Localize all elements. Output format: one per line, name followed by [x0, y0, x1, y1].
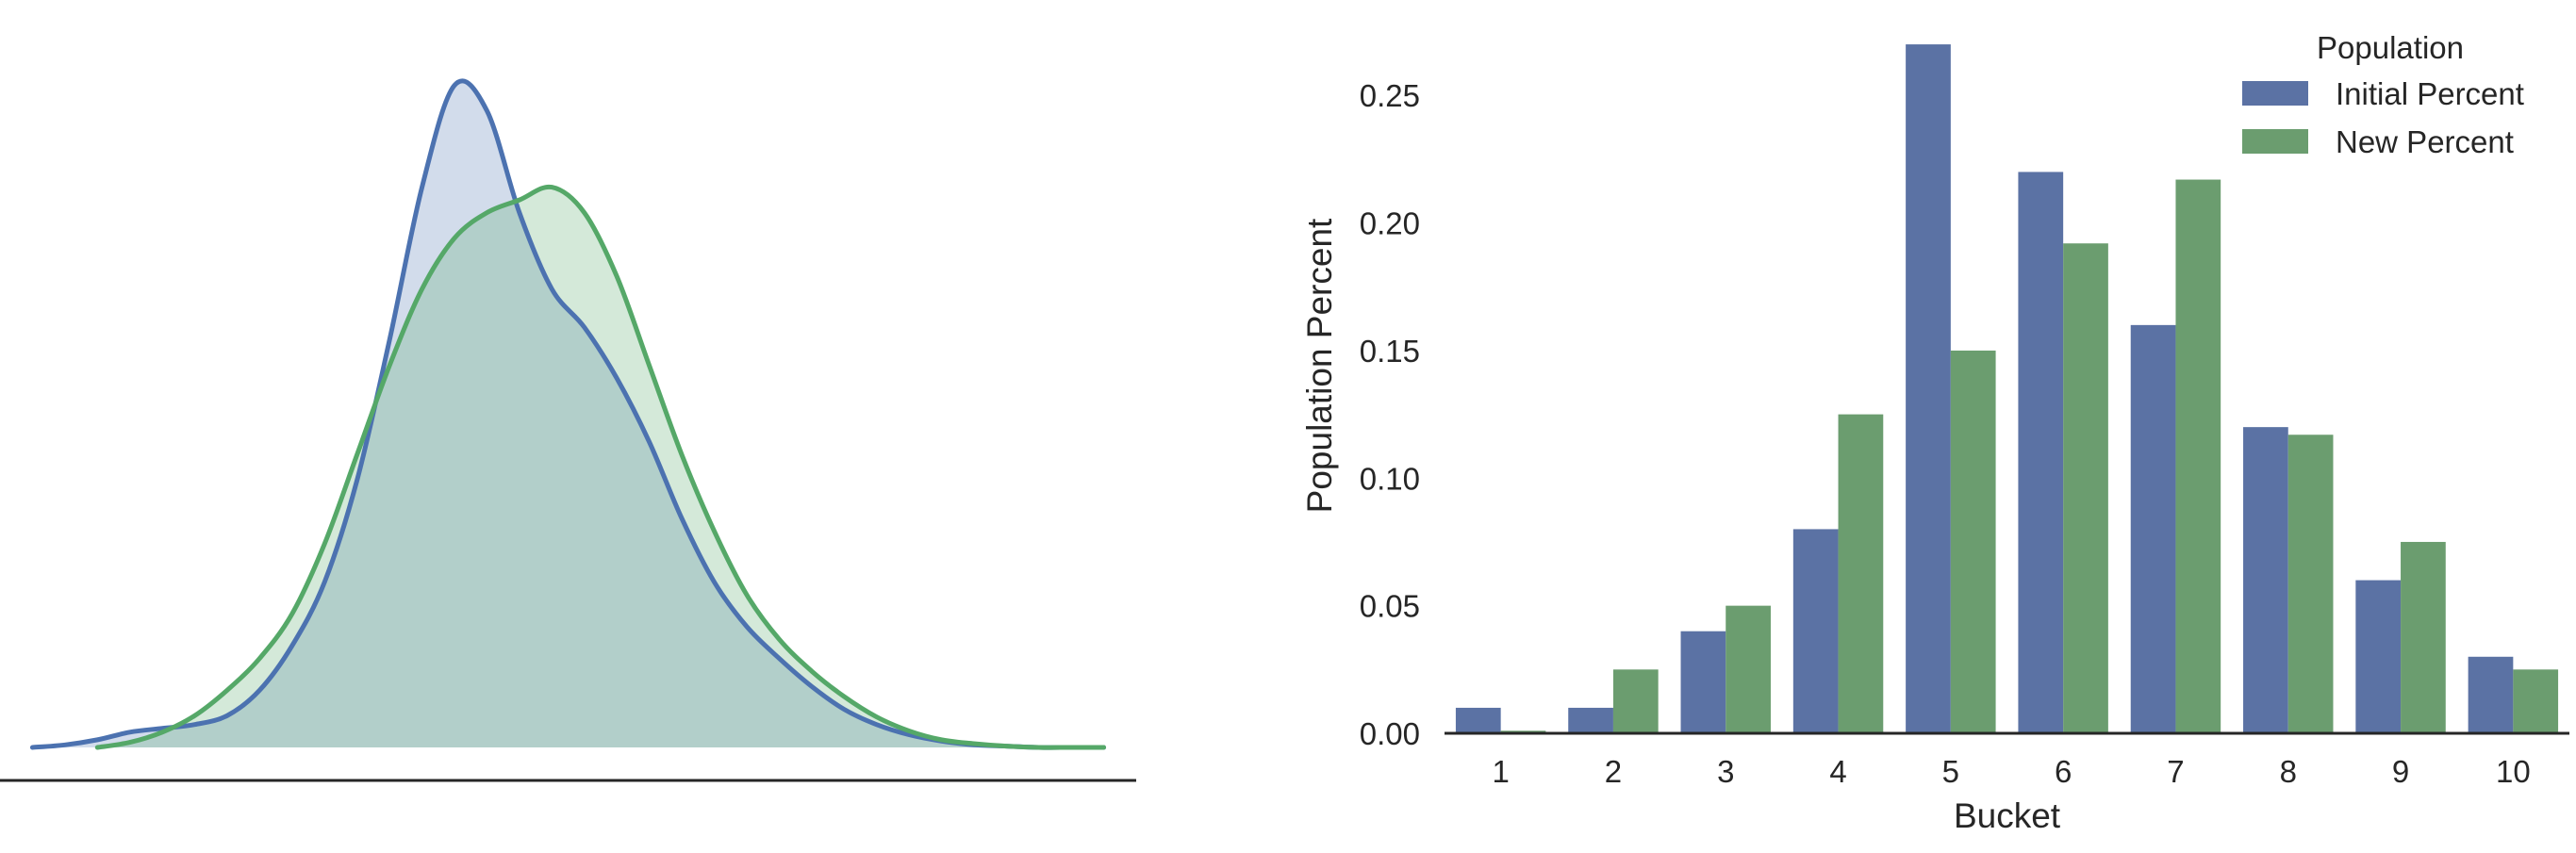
legend-swatch-initial — [2242, 81, 2308, 106]
y-tick-label: 0.10 — [1360, 461, 1420, 496]
y-axis-label: Population Percent — [1300, 218, 1339, 513]
bar-new-6 — [2063, 243, 2108, 734]
bar-initial-3 — [1680, 631, 1726, 733]
bar-initial-6 — [2018, 172, 2064, 733]
x-tick-label-6: 6 — [2055, 754, 2072, 789]
x-tick-label-9: 9 — [2392, 754, 2409, 789]
y-tick-label: 0.20 — [1360, 206, 1420, 241]
x-tick-label-2: 2 — [1605, 754, 1622, 789]
bar-new-9 — [2401, 541, 2446, 733]
y-tick-labels: 0.00 0.05 0.10 0.15 0.20 0.25 — [1360, 78, 1420, 751]
x-tick-label-3: 3 — [1717, 754, 1734, 789]
bar-new-4 — [1838, 414, 1884, 733]
bar-new-7 — [2175, 179, 2221, 734]
bar-initial-7 — [2130, 324, 2176, 733]
bar-new-5 — [1950, 350, 1996, 733]
legend: Population Initial Percent New Percent — [2242, 30, 2524, 159]
x-tick-label-7: 7 — [2167, 754, 2184, 789]
bar-new-3 — [1726, 605, 1771, 733]
y-tick-label: 0.05 — [1360, 589, 1420, 624]
kde-new-line — [94, 184, 1107, 750]
legend-label-new: New Percent — [2336, 124, 2514, 159]
bar-new-10 — [2513, 669, 2559, 733]
x-tick-labels: 1 2 3 4 5 6 7 8 9 10 — [1492, 754, 2530, 789]
y-tick-label: 0.25 — [1360, 78, 1420, 113]
legend-title: Population — [2317, 30, 2464, 65]
bar-chart: 0.00 0.05 0.10 0.15 0.20 0.25 1 2 3 4 5 6 7 8 9 10 Buc… — [1300, 30, 2569, 835]
bar-new-8 — [2287, 435, 2334, 733]
x-axis-label: Bucket — [1954, 796, 2061, 835]
bar-initial-1 — [1455, 707, 1501, 733]
bar-group — [1455, 44, 2559, 734]
x-tick-label-4: 4 — [1829, 754, 1846, 789]
bar-initial-5 — [1906, 44, 1951, 733]
bar-initial-9 — [2355, 580, 2402, 733]
y-tick-label: 0.00 — [1360, 716, 1420, 751]
bar-initial-8 — [2243, 427, 2288, 733]
legend-label-initial: Initial Percent — [2336, 76, 2524, 111]
legend-swatch-new — [2242, 129, 2308, 154]
kde-initial-line — [29, 78, 1107, 750]
bar-initial-4 — [1792, 529, 1839, 733]
bar-initial-10 — [2468, 656, 2514, 733]
density-plot — [0, 78, 1136, 782]
kde-initial-fill — [32, 80, 1104, 748]
bar-initial-2 — [1568, 707, 1613, 733]
kde-new-fill — [97, 187, 1104, 748]
x-tick-label-1: 1 — [1492, 754, 1509, 789]
x-tick-label-5: 5 — [1942, 754, 1959, 789]
y-tick-label: 0.15 — [1360, 334, 1420, 369]
bar-new-2 — [1612, 669, 1659, 733]
x-tick-label-8: 8 — [2280, 754, 2297, 789]
x-tick-label-10: 10 — [2496, 754, 2531, 789]
